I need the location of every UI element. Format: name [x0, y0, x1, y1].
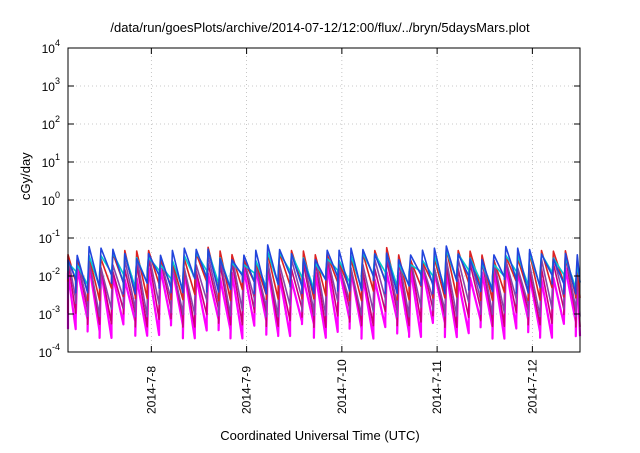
x-axis-label: Coordinated Universal Time (UTC): [220, 428, 420, 443]
x-tick-label: 2014-7-10: [335, 359, 349, 414]
plot-border: [67, 47, 581, 353]
y-tick-label: 100: [42, 190, 60, 208]
chart-title: /data/run/goesPlots/archive/2014-07-12/1…: [110, 20, 530, 35]
y-tick-label: 103: [42, 76, 60, 94]
y-tick-label: 104: [42, 38, 60, 56]
series-lines: [66, 244, 582, 340]
y-tick-label: 101: [42, 152, 60, 170]
y-tick-labels: 10-4 10-3 10-2 10-1 100 101 102 103 104: [39, 38, 60, 360]
y-tick-label: 10-3: [39, 304, 60, 322]
x-tick-label: 2014-7-8: [144, 366, 158, 414]
x-tick-labels: 2014-7-8 2014-7-9 2014-7-10 2014-7-11 2014-7…: [144, 359, 539, 414]
x-tick-label: 2014-7-12: [525, 359, 539, 414]
series-line: [67, 244, 581, 295]
y-axis-label: cGy/day: [18, 152, 33, 200]
y-tick-label: 10-4: [39, 342, 60, 360]
x-tick-label: 2014-7-11: [430, 360, 444, 414]
plot-frame: [67, 47, 581, 353]
series-line: [67, 248, 581, 290]
y-tick-label: 10-1: [39, 228, 60, 246]
x-tick-label: 2014-7-9: [240, 366, 254, 414]
y-tick-label: 102: [42, 114, 60, 132]
y-tick-label: 10-2: [39, 266, 60, 284]
